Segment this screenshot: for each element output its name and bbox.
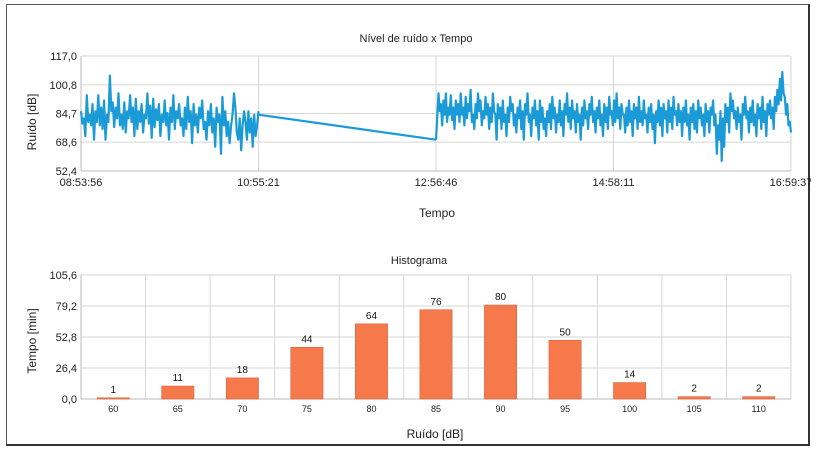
noise-series-line xyxy=(79,74,260,155)
histogram-bar-label: 44 xyxy=(301,334,313,345)
histogram-title: Histograma xyxy=(391,255,448,267)
histogram-bar-label: 14 xyxy=(624,370,636,381)
histogram-y-axis-label: Tempo [min] xyxy=(25,308,39,373)
histogram-bar-label: 2 xyxy=(691,384,697,395)
line-chart-x-axis-label: Tempo xyxy=(419,206,455,220)
line-chart-x-tick: 16:59:37 xyxy=(770,177,811,189)
histogram-y-ticks: 105,6 79,2 52,8 26,4 0,0 xyxy=(49,270,77,406)
line-chart-y-tick: 117,0 xyxy=(50,51,77,63)
histogram-x-axis-label: Ruído [dB] xyxy=(407,427,464,441)
histogram-x-tick: 65 xyxy=(173,404,183,414)
histogram-bar xyxy=(548,339,582,400)
histogram-y-tick: 52,8 xyxy=(56,332,77,344)
histogram-bar xyxy=(355,323,388,400)
histogram-x-tick: 90 xyxy=(496,404,506,414)
line-chart-y-tick: 52,4 xyxy=(56,166,77,178)
histogram-bar xyxy=(161,385,195,400)
histogram-x-ticks: 60 65 70 75 80 85 90 95 100 105 110 xyxy=(108,404,766,414)
line-chart-y-tick: 68,6 xyxy=(56,137,77,149)
histogram-x-tick: 75 xyxy=(302,404,312,414)
histogram-bar xyxy=(484,304,517,400)
line-chart-x-tick: 14:58:11 xyxy=(592,177,634,189)
histogram-bar xyxy=(225,377,259,400)
histogram-y-tick: 105,6 xyxy=(49,270,77,282)
line-chart-y-tick: 100,8 xyxy=(49,80,77,92)
noise-series-line xyxy=(434,70,793,163)
histogram-bar-label: 1 xyxy=(110,385,116,396)
histogram-bar-label: 80 xyxy=(495,292,507,303)
histogram-x-tick: 95 xyxy=(560,404,570,414)
line-chart-x-ticks: 08:53:56 10:55:21 12:56:46 14:58:11 16:59:37 xyxy=(60,177,811,189)
line-chart-title: Nível de ruído x Tempo xyxy=(360,33,473,45)
histogram-bar-label: 18 xyxy=(237,365,249,376)
histogram-bar-label: 64 xyxy=(366,311,378,322)
line-chart-series xyxy=(79,70,793,163)
histogram-x-tick: 85 xyxy=(431,404,441,414)
histogram-y-tick: 0,0 xyxy=(62,394,77,406)
histogram-y-tick: 79,2 xyxy=(56,301,77,313)
line-chart-y-axis-label: Ruído [dB] xyxy=(25,94,39,151)
histogram-bar xyxy=(677,396,711,400)
histogram-y-tick: 26,4 xyxy=(56,363,77,375)
histogram-x-tick: 60 xyxy=(108,404,118,414)
line-chart-y-tick: 84,7 xyxy=(56,109,77,121)
histogram-bar xyxy=(96,397,130,400)
line-chart-x-tick: 10:55:21 xyxy=(237,177,280,189)
histogram-x-tick: 105 xyxy=(687,404,702,414)
histogram-bar xyxy=(613,382,647,400)
histogram-bar-label: 11 xyxy=(173,373,184,384)
histogram-bar-label: 2 xyxy=(756,384,762,395)
histogram-bar xyxy=(742,396,776,400)
histogram-x-tick: 100 xyxy=(622,404,637,414)
histogram-bar-label: 50 xyxy=(560,327,572,338)
charts-canvas: Nível de ruído x Tempo 117,0 100,8 84,7 68,… xyxy=(25,33,811,441)
histogram-chart: Histograma 105,679,252,826,40,0 11118446… xyxy=(25,255,792,441)
line-chart-y-ticks: 117,0 100,8 84,7 68,6 52,4 xyxy=(49,51,77,178)
chart-frame: Nível de ruído x Tempo 117,0 100,8 84,7 68,… xyxy=(6,4,811,446)
line-chart-x-tick: 12:56:46 xyxy=(415,177,458,189)
histogram-x-tick: 70 xyxy=(237,404,247,414)
histogram-x-tick: 80 xyxy=(366,404,376,414)
histogram-bar-label: 76 xyxy=(430,297,442,308)
histogram-bar xyxy=(290,347,324,400)
noise-over-time-chart: Nível de ruído x Tempo 117,0 100,8 84,7 68,… xyxy=(25,33,811,220)
noise-series-line xyxy=(258,113,437,141)
histogram-bar xyxy=(419,309,453,400)
histogram-x-tick: 110 xyxy=(752,404,766,414)
line-chart-x-tick: 08:53:56 xyxy=(60,177,103,189)
